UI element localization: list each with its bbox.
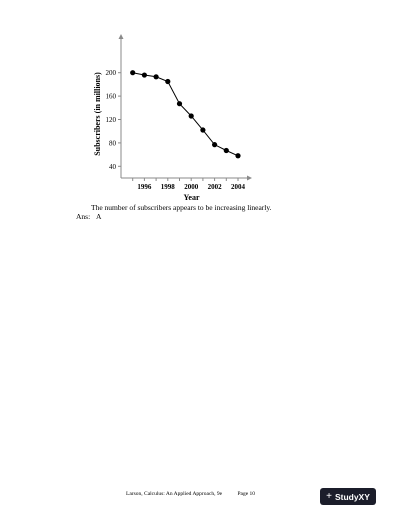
answer-value: A	[96, 212, 102, 221]
data-point	[176, 101, 183, 107]
x-tick-label: 2000	[184, 183, 199, 191]
brand-name: StudyXY	[334, 491, 370, 502]
studyxy-logo[interactable]: + StudyXY	[320, 488, 376, 505]
y-axis-arrow	[118, 34, 124, 39]
x-tick-label: 2004	[231, 183, 246, 191]
data-point	[141, 72, 147, 78]
data-point	[130, 70, 136, 76]
data-point	[153, 74, 159, 80]
footer-source: Larson, Calculus: An Applied Approach, 9…	[126, 491, 223, 497]
x-axis-arrow	[247, 175, 252, 181]
answer-line: Ans: A	[76, 212, 101, 221]
footer-page-number: Page 10	[237, 491, 256, 497]
x-tick-label: 2002	[208, 183, 223, 191]
x-tick-label: 1996	[137, 183, 152, 191]
data-point	[188, 113, 194, 119]
y-tick-label: 160	[106, 93, 117, 101]
data-point	[235, 153, 241, 159]
y-tick-label: 120	[106, 116, 117, 124]
y-axis-label: Subscribers (in millions)	[93, 72, 102, 156]
y-tick-label: 200	[106, 69, 117, 77]
page-footer: Larson, Calculus: An Applied Approach, 9…	[126, 491, 255, 497]
series-line	[132, 72, 239, 157]
question-statement: The number of subscribers appears to be …	[91, 203, 272, 212]
x-axis-label: Year	[184, 193, 200, 202]
x-tick-label: 1998	[161, 183, 176, 191]
data-point	[212, 142, 218, 148]
data-point	[165, 78, 171, 85]
data-point	[223, 147, 229, 154]
data-point	[200, 127, 206, 133]
answer-label: Ans:	[76, 212, 91, 221]
plus-icon: +	[326, 491, 332, 502]
y-tick-label: 80	[109, 139, 117, 147]
y-tick-label: 40	[109, 163, 117, 171]
